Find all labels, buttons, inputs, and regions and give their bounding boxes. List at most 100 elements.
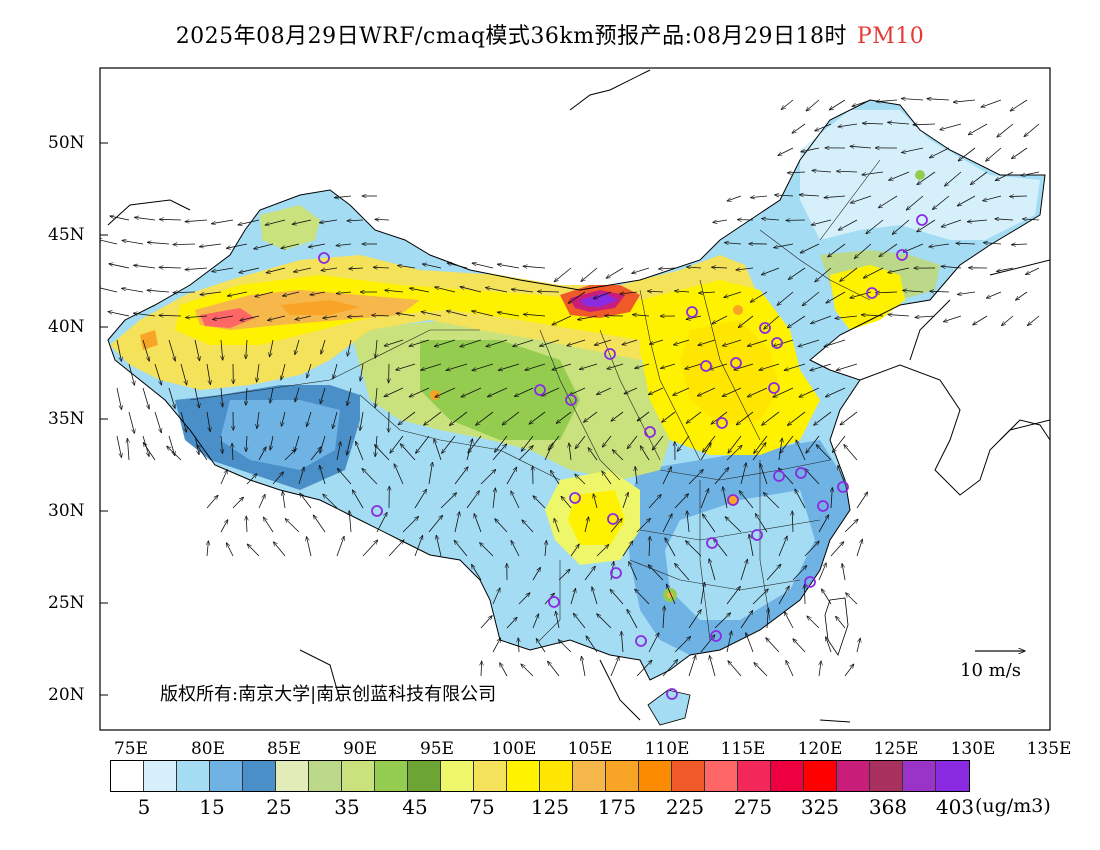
legend-swatch (111, 761, 144, 791)
wind-arrow (842, 564, 846, 581)
wind-arrow (348, 316, 364, 317)
wind-arrow (879, 243, 898, 257)
wind-arrow (116, 387, 122, 410)
wind-arrow (592, 587, 598, 605)
wind-arrow (844, 519, 858, 533)
wind-arrow (533, 496, 546, 509)
wind-arrow (953, 100, 976, 102)
wind-arrow (200, 291, 222, 295)
wind-arrow (856, 492, 868, 509)
wind-arrow (376, 513, 387, 533)
title-pollutant: PM10 (856, 24, 925, 49)
wind-arrow (819, 661, 821, 677)
wind-arrow (556, 411, 572, 423)
wind-arrow (726, 445, 742, 461)
wind-arrow (863, 123, 884, 124)
legend-swatch (573, 761, 606, 791)
wind-arrow (232, 443, 233, 461)
wind-arrow (492, 588, 500, 605)
wind-arrow (766, 638, 780, 653)
wind-arrow (674, 339, 690, 345)
wind-arrow (213, 315, 234, 320)
legend-swatch (342, 761, 375, 791)
wind-arrow (824, 339, 846, 347)
wind-arrow (347, 387, 352, 406)
wind-arrow (375, 387, 377, 408)
wind-arrow (762, 411, 780, 425)
wind-arrow (800, 243, 820, 253)
legend-swatch (705, 761, 738, 791)
wind-arrow (495, 519, 508, 533)
wind-arrow (662, 514, 672, 533)
wind-arrow (173, 292, 196, 293)
wind-arrow (154, 411, 161, 433)
wind-arrow (814, 411, 832, 425)
legend-swatch (210, 761, 243, 791)
wind-arrow (428, 515, 443, 533)
wind-arrow (888, 122, 910, 124)
wind-arrow (472, 263, 494, 269)
wind-arrow (940, 123, 962, 130)
wind-arrow (544, 443, 553, 461)
wind-arrow (740, 611, 753, 629)
wind-arrow (421, 312, 442, 317)
wind-arrow (606, 267, 624, 278)
station-marker (730, 357, 742, 369)
wind-arrow (375, 339, 377, 358)
station-marker (751, 529, 763, 541)
wind-arrow (523, 314, 546, 316)
wind-arrow (238, 219, 260, 225)
wind-arrow (700, 443, 711, 461)
wind-arrow (424, 411, 442, 425)
wind-arrow (754, 435, 768, 453)
wind-arrow (362, 540, 378, 557)
wind-vector-field (100, 99, 1040, 677)
wind-arrow (649, 339, 664, 344)
wind-arrow (714, 613, 731, 629)
wind-arrow (414, 536, 423, 557)
wind-arrow (396, 313, 416, 317)
wind-arrow (446, 311, 468, 317)
wind-arrow (1010, 99, 1028, 111)
wind-arrow (283, 491, 286, 509)
wind-arrow (258, 494, 265, 509)
wind-arrow (973, 315, 988, 325)
wind-arrow (511, 541, 520, 557)
wind-arrow (581, 656, 586, 677)
wind-arrow (722, 387, 742, 397)
wind-arrow (835, 315, 858, 318)
wind-arrow (917, 171, 936, 185)
wind-arrow (142, 339, 149, 361)
wind-arrow (773, 387, 794, 397)
wind-arrow (320, 219, 338, 223)
wind-arrow (723, 339, 742, 346)
wind-arrow (792, 511, 793, 533)
wind-arrow (100, 239, 118, 245)
wind-arrow (941, 219, 962, 227)
wind-arrow (495, 435, 508, 452)
lat-label-40n: 40N (48, 317, 85, 337)
wind-arrow (154, 363, 162, 385)
wind-arrow (586, 636, 598, 653)
wind-arrow (714, 539, 728, 557)
wind-key-label: 10 m/s (960, 660, 1021, 681)
wind-arrow (352, 490, 364, 509)
wind-arrow (307, 537, 312, 557)
legend-label-175: 175 (597, 795, 637, 819)
wind-arrow (561, 496, 572, 509)
legend-unit: (ug/m3) (975, 795, 1051, 817)
wind-arrow (830, 542, 844, 557)
wind-arrow (127, 438, 129, 461)
wind-arrow (799, 195, 820, 196)
wind-arrow (532, 614, 539, 629)
wind-arrow (372, 315, 390, 316)
wind-arrow (850, 146, 872, 148)
wind-arrow (796, 440, 806, 461)
wind-arrow (627, 435, 638, 449)
wind-arrow (220, 470, 227, 485)
legend-label-403: 403 (935, 795, 975, 819)
wind-arrow (556, 611, 560, 629)
legend-swatch (243, 761, 276, 791)
wind-arrow (826, 637, 832, 653)
wind-arrow (488, 387, 508, 397)
